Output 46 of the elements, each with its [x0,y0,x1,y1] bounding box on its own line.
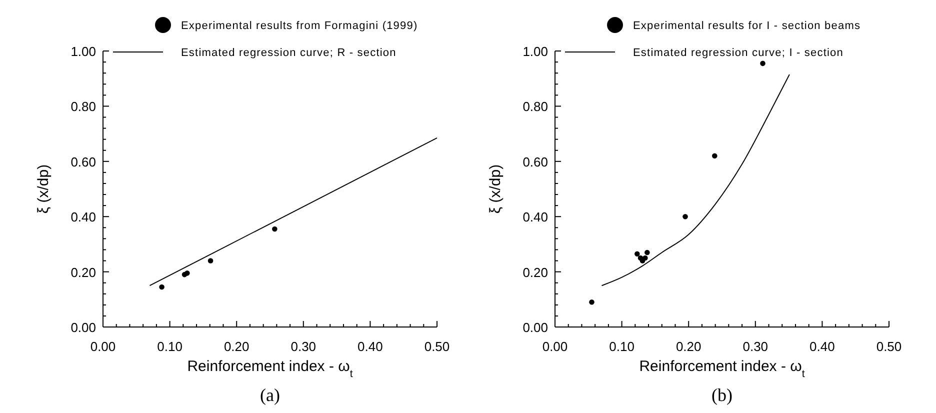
point [712,153,718,159]
y-tick-label: 0.00 [70,320,96,335]
legend-label: Estimated regression curve; R - section [181,47,396,59]
legend-label: Experimental results for I - section beams [633,20,861,32]
y-axis-title: ξ (x/dp) [35,164,52,214]
point [589,300,594,305]
x-tick-label: 0.30 [742,339,768,354]
point [272,226,278,232]
y-tick-label: 0.40 [70,210,96,225]
x-tick-label: 0.20 [224,339,250,354]
x-axis-title: Reinforcement index - ω$_{t}$ [187,358,353,380]
y-axis-title: ξ (x/dp) [487,164,504,214]
x-tick-label: 0.30 [290,339,316,354]
x-tick-label: 0.50 [424,339,450,354]
y-tick-label: 1.00 [522,44,548,59]
point [644,250,650,256]
point [642,255,648,261]
x-tick-label: 0.40 [810,339,835,354]
x-axis-title: Reinforcement index - ω$_{t}$ [639,358,805,380]
point [184,270,190,276]
text: (a) [260,385,280,405]
y-tick-label: 0.20 [70,264,96,280]
legend-label: Experimental results from Formagini (1999) [181,20,418,32]
x-tick-label: 0.20 [676,339,702,354]
x-tick-label: 0.50 [876,339,902,354]
legend-label: Estimated regression curve; I - section [633,47,844,59]
y-tick-label: 0.80 [70,99,96,114]
y-tick-label: 0.80 [522,99,548,114]
point [682,214,688,220]
point [760,60,766,66]
y-tick-label: 0.00 [522,320,548,335]
x-tick-label: 0.10 [609,339,634,354]
y-tick-label: 0.40 [522,210,548,225]
y-tick-label: 0.20 [522,264,548,280]
y-tick-label: 0.60 [522,154,548,170]
y-tick-label: 1.00 [70,44,96,59]
point [634,251,640,256]
x-tick-label: 0.00 [90,339,116,354]
x-tick-label: 0.10 [157,339,182,354]
point [159,284,164,290]
x-tick-label: 0.00 [542,339,568,354]
point [208,258,214,264]
x-tick-label: 0.40 [358,339,383,354]
y-tick-label: 0.60 [70,154,96,170]
text: (b) [712,385,732,405]
line-series [601,74,790,286]
